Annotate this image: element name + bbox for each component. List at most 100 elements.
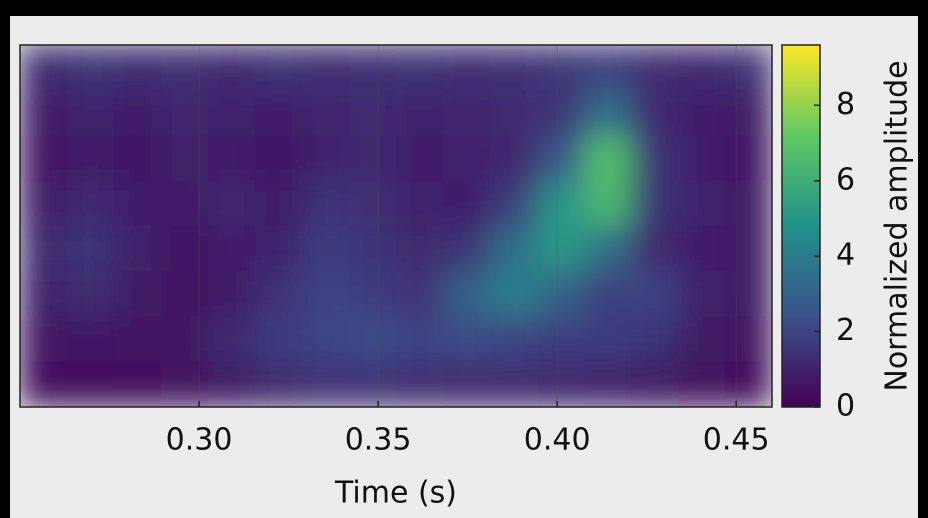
cell bbox=[537, 135, 585, 182]
cell bbox=[584, 271, 632, 317]
cell bbox=[208, 180, 256, 227]
cell bbox=[396, 226, 444, 272]
colorbar-tick-label: 4 bbox=[836, 238, 855, 273]
cell bbox=[584, 316, 632, 363]
heatmap bbox=[20, 45, 772, 407]
x-axis-label: Time (s) bbox=[334, 476, 457, 511]
colorbar-tick-label: 2 bbox=[836, 313, 855, 348]
cell bbox=[349, 180, 397, 227]
cell bbox=[725, 90, 772, 136]
cell bbox=[725, 316, 772, 363]
cell bbox=[537, 180, 585, 227]
cell bbox=[631, 271, 679, 317]
cell bbox=[443, 180, 491, 227]
cell bbox=[678, 90, 726, 136]
cell bbox=[255, 45, 303, 91]
cell bbox=[349, 271, 397, 317]
cell bbox=[678, 316, 726, 363]
cell bbox=[255, 180, 303, 227]
cell bbox=[302, 226, 350, 272]
x-tick-label: 0.45 bbox=[703, 423, 770, 458]
cell bbox=[490, 180, 538, 227]
cell bbox=[537, 90, 585, 136]
cell bbox=[114, 135, 162, 182]
cell bbox=[67, 180, 115, 227]
cell bbox=[725, 45, 772, 91]
colorbar-tick-label: 6 bbox=[836, 162, 855, 197]
cell bbox=[537, 271, 585, 317]
cell bbox=[67, 226, 115, 272]
cell bbox=[20, 226, 68, 272]
cell bbox=[114, 271, 162, 317]
cell bbox=[349, 361, 397, 407]
cell bbox=[208, 135, 256, 182]
cell bbox=[302, 361, 350, 407]
x-tick-label: 0.35 bbox=[345, 423, 412, 458]
cell bbox=[20, 271, 68, 317]
cell bbox=[396, 316, 444, 363]
cell bbox=[631, 316, 679, 363]
cell bbox=[255, 90, 303, 136]
cell bbox=[208, 271, 256, 317]
colorbar-tick-label: 0 bbox=[836, 389, 855, 424]
cell bbox=[161, 90, 209, 136]
cell bbox=[396, 90, 444, 136]
cell bbox=[678, 361, 726, 407]
cell bbox=[584, 226, 632, 272]
cell bbox=[396, 361, 444, 407]
cell bbox=[255, 271, 303, 317]
cell bbox=[20, 316, 68, 363]
cell bbox=[396, 271, 444, 317]
grid bbox=[198, 45, 737, 407]
cell bbox=[208, 45, 256, 91]
cell bbox=[302, 271, 350, 317]
cell bbox=[631, 45, 679, 91]
cell bbox=[20, 45, 68, 91]
cell bbox=[490, 316, 538, 363]
cell bbox=[631, 361, 679, 407]
cell bbox=[396, 45, 444, 91]
cell bbox=[631, 135, 679, 182]
cell bbox=[537, 226, 585, 272]
cell bbox=[67, 271, 115, 317]
cell bbox=[490, 90, 538, 136]
cell bbox=[396, 180, 444, 227]
cell bbox=[20, 90, 68, 136]
cell bbox=[161, 316, 209, 363]
cell bbox=[349, 316, 397, 363]
cell bbox=[584, 90, 632, 136]
cell bbox=[302, 135, 350, 182]
colorbar-label: Normalized amplitude bbox=[880, 60, 915, 391]
cell bbox=[67, 135, 115, 182]
cell bbox=[114, 316, 162, 363]
cell bbox=[67, 316, 115, 363]
cell bbox=[678, 45, 726, 91]
cell bbox=[67, 45, 115, 91]
cell bbox=[678, 226, 726, 272]
cell bbox=[255, 226, 303, 272]
cell bbox=[161, 45, 209, 91]
cell bbox=[725, 135, 772, 182]
cell bbox=[20, 180, 68, 227]
cell bbox=[631, 180, 679, 227]
cell bbox=[349, 90, 397, 136]
cell bbox=[302, 90, 350, 136]
cell bbox=[678, 135, 726, 182]
cell bbox=[443, 226, 491, 272]
cell bbox=[302, 316, 350, 363]
cell bbox=[490, 271, 538, 317]
cell bbox=[443, 45, 491, 91]
cell bbox=[114, 45, 162, 91]
cell bbox=[20, 361, 68, 407]
cell bbox=[302, 180, 350, 227]
cell bbox=[349, 226, 397, 272]
cell bbox=[20, 135, 68, 182]
cell bbox=[584, 135, 632, 182]
cell bbox=[537, 361, 585, 407]
cell bbox=[161, 226, 209, 272]
cell bbox=[490, 361, 538, 407]
cell bbox=[725, 361, 772, 407]
cell bbox=[396, 135, 444, 182]
